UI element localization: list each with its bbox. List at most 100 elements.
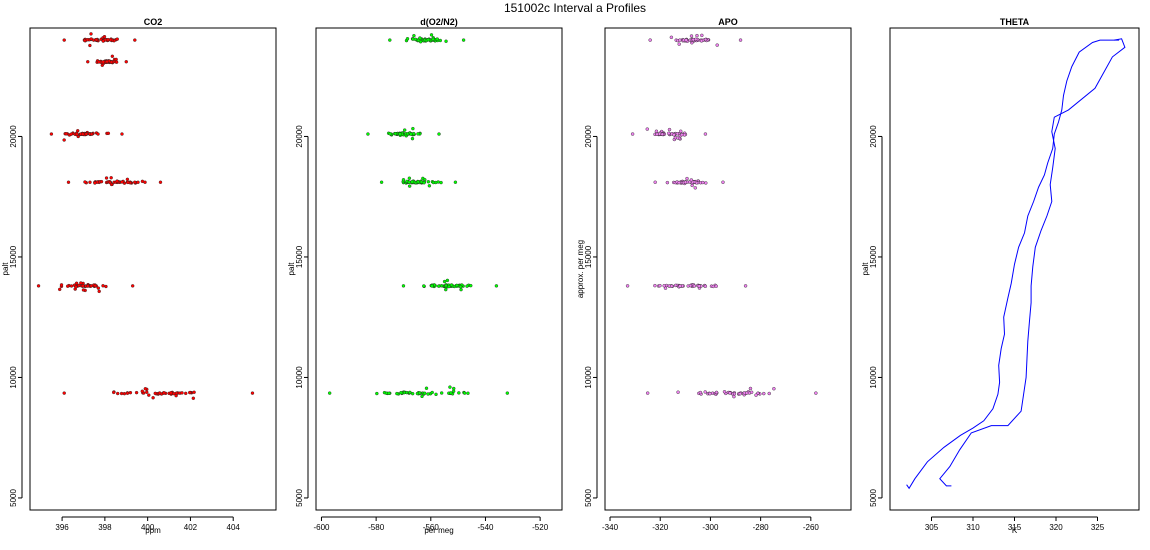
data-point bbox=[459, 287, 463, 292]
data-point bbox=[366, 132, 370, 136]
x-axis-label: per meg bbox=[424, 526, 453, 535]
data-point bbox=[180, 391, 184, 395]
data-point bbox=[676, 390, 680, 394]
data-point bbox=[395, 391, 399, 396]
data-point bbox=[101, 60, 105, 64]
data-point bbox=[699, 39, 704, 43]
y-tick-label: 10000 bbox=[295, 366, 304, 389]
data-point bbox=[64, 132, 68, 136]
data-point bbox=[692, 284, 697, 288]
data-point bbox=[84, 132, 89, 136]
plot-frame bbox=[29, 27, 277, 511]
data-point bbox=[174, 393, 178, 398]
data-point bbox=[398, 132, 402, 136]
data-point bbox=[75, 132, 79, 136]
x-tick-label: -560 bbox=[423, 523, 440, 532]
data-point bbox=[143, 387, 148, 391]
data-point bbox=[429, 33, 434, 37]
data-point bbox=[422, 284, 426, 288]
data-point bbox=[375, 391, 379, 396]
data-point bbox=[630, 132, 635, 136]
data-point bbox=[327, 391, 332, 395]
data-point bbox=[93, 181, 97, 185]
point-cluster bbox=[62, 32, 137, 48]
data-point bbox=[748, 386, 753, 391]
data-point bbox=[140, 179, 145, 184]
data-point bbox=[461, 38, 466, 42]
point-cluster bbox=[366, 126, 441, 141]
data-point bbox=[442, 279, 447, 284]
data-point bbox=[125, 177, 130, 182]
data-point bbox=[94, 38, 99, 42]
data-point bbox=[115, 37, 119, 41]
data-point bbox=[58, 287, 62, 292]
data-point bbox=[772, 387, 776, 391]
x-tick-label: 320 bbox=[1049, 523, 1063, 532]
data-point bbox=[133, 180, 137, 184]
point-cluster bbox=[66, 176, 163, 187]
y-tick-label: 5000 bbox=[584, 489, 593, 507]
figure-title: 151002c Interval a Profiles bbox=[504, 1, 646, 15]
data-point bbox=[679, 129, 683, 133]
data-point bbox=[405, 37, 410, 41]
data-point bbox=[682, 133, 687, 137]
data-point bbox=[147, 393, 151, 397]
data-point bbox=[672, 133, 676, 137]
data-point bbox=[658, 283, 662, 288]
x-tick-label: 315 bbox=[1008, 523, 1022, 532]
data-point bbox=[62, 138, 66, 142]
data-point bbox=[494, 284, 499, 288]
data-point bbox=[114, 60, 119, 64]
data-point bbox=[128, 390, 133, 395]
data-point bbox=[66, 180, 71, 184]
panel-title: d(O2/N2) bbox=[420, 17, 458, 27]
data-point bbox=[667, 131, 671, 136]
data-point bbox=[669, 35, 674, 40]
data-point bbox=[120, 180, 124, 184]
data-point bbox=[88, 43, 92, 48]
x-axis-label: K bbox=[1012, 526, 1018, 535]
data-point bbox=[721, 180, 725, 184]
data-point bbox=[69, 284, 74, 288]
x-tick-label: 404 bbox=[227, 523, 241, 532]
data-point bbox=[703, 390, 707, 394]
data-point bbox=[732, 394, 736, 399]
data-point bbox=[683, 180, 688, 184]
point-cluster bbox=[62, 387, 255, 400]
data-point bbox=[81, 132, 85, 136]
data-point bbox=[62, 38, 66, 42]
data-point bbox=[96, 132, 100, 136]
data-point bbox=[97, 289, 101, 294]
data-point bbox=[101, 284, 105, 288]
data-point bbox=[738, 38, 743, 42]
plot-frame bbox=[604, 27, 852, 511]
data-point bbox=[722, 390, 727, 394]
data-point bbox=[393, 131, 398, 136]
data-point bbox=[439, 284, 444, 288]
y-tick-label: 20000 bbox=[869, 125, 878, 148]
data-point bbox=[416, 180, 420, 184]
data-point bbox=[426, 180, 431, 184]
data-point bbox=[424, 386, 429, 390]
data-point bbox=[701, 180, 705, 185]
data-point bbox=[462, 391, 467, 395]
data-point bbox=[445, 278, 450, 283]
data-point bbox=[431, 180, 436, 185]
data-point bbox=[427, 184, 432, 188]
plot-frame bbox=[315, 27, 563, 511]
data-point bbox=[153, 391, 157, 396]
data-point bbox=[452, 386, 456, 391]
data-point bbox=[743, 284, 748, 288]
data-point bbox=[505, 391, 510, 395]
data-point bbox=[708, 391, 712, 396]
point-cluster bbox=[630, 127, 708, 142]
data-point bbox=[102, 34, 107, 39]
data-point bbox=[695, 33, 699, 38]
data-point bbox=[109, 176, 113, 180]
data-point bbox=[703, 37, 708, 42]
data-point bbox=[140, 389, 145, 393]
data-point bbox=[145, 390, 149, 394]
data-point bbox=[434, 392, 438, 397]
y-tick-label: 10000 bbox=[9, 366, 18, 389]
